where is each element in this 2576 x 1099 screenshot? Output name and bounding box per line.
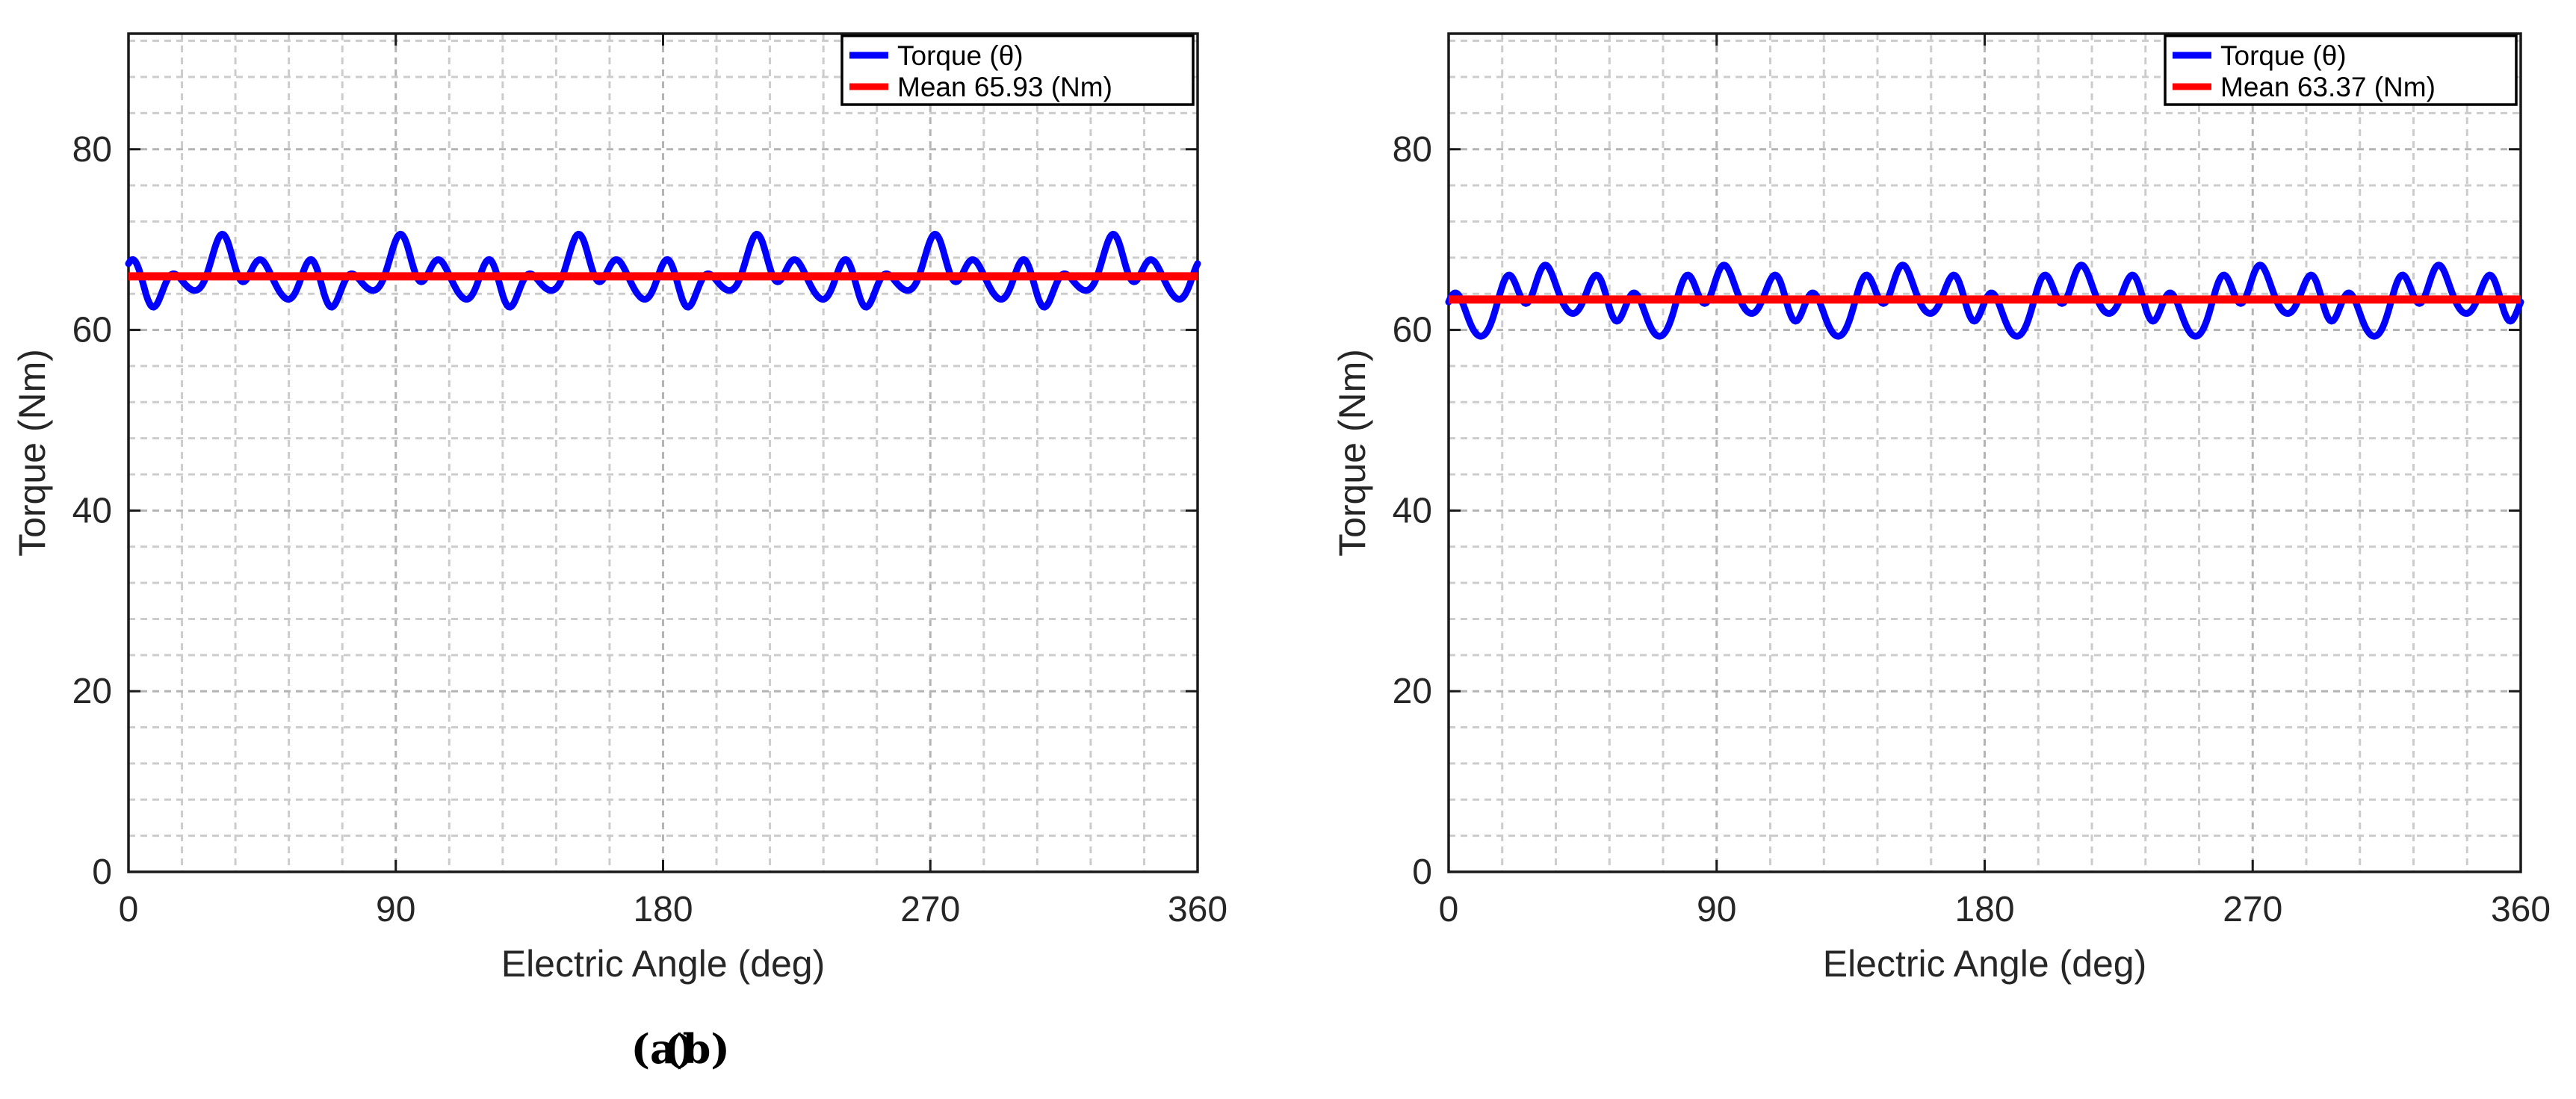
x-tick-label: 180 — [633, 890, 693, 929]
y-axis-label: Torque (Nm) — [1331, 349, 1373, 557]
legend-label: Mean 63.37 (Nm) — [2220, 72, 2436, 102]
torque-chart-b: 0 90 180 270 360 0 20 40 60 80 Electric Angle (deg… — [1331, 32, 2551, 985]
x-tick-label: 90 — [1697, 890, 1736, 929]
y-tick-label: 0 — [92, 852, 112, 892]
y-tick-label: 80 — [1393, 130, 1432, 170]
x-axis-label: Electric Angle (deg) — [1823, 943, 2147, 985]
x-tick-label: 360 — [1168, 890, 1227, 929]
y-axis-label: Torque (Nm) — [11, 349, 53, 557]
axes-box — [1447, 32, 2522, 873]
legend: Torque (θ)Mean 65.93 (Nm) — [840, 34, 1195, 106]
grid-lines — [129, 34, 1198, 872]
legend: Torque (θ)Mean 63.37 (Nm) — [2164, 34, 2518, 106]
legend-label: Mean 65.93 (Nm) — [897, 72, 1112, 102]
y-tick-label: 60 — [72, 311, 112, 350]
x-tick-label: 90 — [376, 890, 415, 929]
x-tick-label: 270 — [2223, 890, 2282, 929]
x-tick-label: 270 — [900, 890, 960, 929]
torque-chart-a: 0 90 180 270 360 0 20 40 60 80 Electric Angle (deg… — [11, 32, 1227, 985]
grid-lines — [1449, 34, 2521, 872]
legend-box — [840, 34, 1195, 106]
legend-label: Torque (θ) — [2220, 40, 2347, 71]
x-tick-label: 0 — [119, 890, 139, 929]
x-axis-label: Electric Angle (deg) — [501, 943, 826, 985]
legend-box — [2164, 34, 2518, 106]
legend-label: Torque (θ) — [897, 40, 1024, 71]
panel-b: 0 90 180 270 360 0 20 40 60 80 Electric Angle (deg… — [1288, 0, 2576, 1099]
y-tick-label: 60 — [1393, 311, 1432, 350]
y-tick-label: 0 — [1412, 852, 1432, 892]
axes-box — [127, 32, 1199, 873]
y-tick-label: 20 — [72, 672, 112, 711]
y-tick-label: 40 — [1393, 491, 1432, 530]
torque-curve — [125, 230, 1201, 311]
x-tick-label: 360 — [2491, 890, 2551, 929]
caption-b: (b) — [663, 1025, 730, 1073]
y-tick-label: 40 — [72, 491, 112, 530]
x-tick-label: 0 — [1439, 890, 1459, 929]
y-tick-label: 80 — [72, 130, 112, 170]
panel-a: 0 90 180 270 360 0 20 40 60 80 Electric Angle (deg… — [11, 32, 1227, 985]
tick-labels: 0 90 180 270 360 0 20 40 60 80 — [1393, 130, 2551, 929]
caption-a: (a) — [631, 1025, 696, 1073]
x-tick-label: 180 — [1954, 890, 2014, 929]
y-tick-label: 20 — [1393, 672, 1432, 711]
tick-labels: 0 90 180 270 360 0 20 40 60 80 — [72, 130, 1227, 929]
